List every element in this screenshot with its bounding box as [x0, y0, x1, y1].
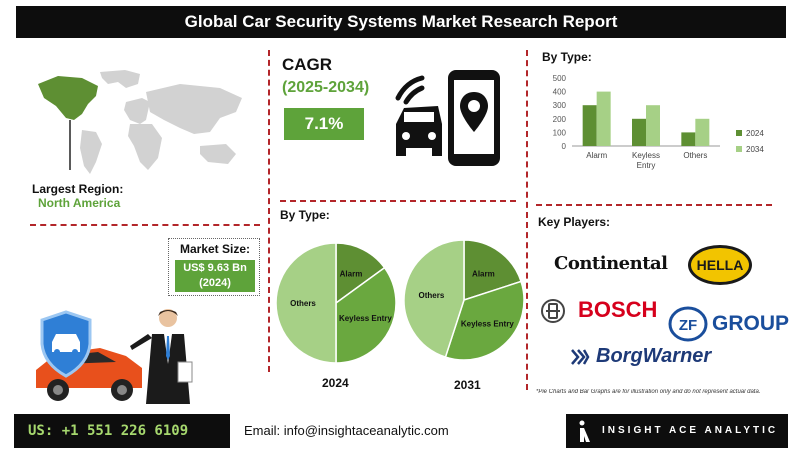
greenland-shape: [100, 70, 140, 88]
asia-shape: [146, 84, 242, 134]
car-phone-location-icon: [392, 68, 504, 168]
pie-slice-others: [275, 242, 337, 364]
bar-category-label: Entry: [637, 161, 656, 170]
pie-slice-label: Keyless Entry: [461, 319, 514, 328]
bar-2024-0: [582, 105, 597, 146]
south-america-shape: [80, 130, 102, 174]
bar-legend-label: 2034: [746, 145, 764, 154]
footnote: *Pie Charts and Bar Graphs are for illus…: [536, 389, 761, 395]
pie-year-2031: 2031: [454, 378, 481, 392]
pie-slice-label: Others: [290, 299, 316, 308]
pie-charts: Alarm Keyless Entry Others Alarm Keyless Ent…: [275, 239, 525, 364]
zf-mark-icon: ZF: [668, 306, 708, 347]
bar-category-label: Keyless: [632, 151, 660, 160]
divider-left-region: [30, 224, 260, 226]
zf-mark-text: ZF: [679, 317, 697, 334]
australia-shape: [200, 144, 236, 164]
europe-shape: [124, 98, 150, 124]
bar-legend-swatch: [736, 146, 742, 152]
divider-center: [280, 200, 516, 202]
bar-2034-2: [695, 118, 710, 146]
bar-chart-title: By Type:: [542, 50, 592, 64]
zf-group-logo: GROUP: [712, 312, 790, 335]
bar-y-tick: 0: [562, 142, 567, 151]
brand-logo-icon: [578, 420, 592, 447]
bar-2024-1: [632, 118, 646, 146]
largest-region-label: Largest Region:: [32, 182, 124, 196]
hella-logo: HELLA: [686, 243, 754, 292]
bar-y-tick: 200: [553, 115, 567, 124]
market-size-year: (2024): [199, 277, 231, 289]
bar-legend-swatch: [736, 130, 742, 136]
north-america-shape: [38, 76, 98, 120]
pie-slice-label: Alarm: [472, 269, 495, 278]
continental-logo: Continental: [554, 253, 668, 274]
world-map: [30, 62, 260, 180]
africa-shape: [128, 124, 162, 170]
bar-2034-0: [596, 91, 611, 146]
bar-legend-label: 2024: [746, 129, 764, 138]
footer-brand: INSIGHT ACE ANALYTIC: [566, 414, 788, 448]
bosch-logo: BOSCH: [578, 297, 658, 322]
market-size-label: Market Size:: [179, 242, 251, 256]
pie-slice-alarm: [463, 239, 523, 302]
market-size-amount: US$ 9.63 Bn: [183, 262, 247, 274]
bar-category-label: Others: [683, 151, 707, 160]
pie-section-title: By Type:: [280, 208, 330, 222]
footer-phone: US: +1 551 226 6109: [14, 414, 230, 448]
hella-logo-text: HELLA: [697, 257, 744, 273]
bar-y-tick: 500: [553, 74, 567, 83]
bar-2034-1: [646, 105, 660, 146]
divider-right: [526, 50, 528, 390]
bar-y-tick: 400: [553, 88, 567, 97]
pie-slice-label: Alarm: [340, 270, 363, 279]
bar-y-tick: 300: [553, 101, 567, 110]
bosch-mark-icon: [540, 298, 566, 329]
market-size-value: US$ 9.63 Bn (2024): [175, 260, 255, 292]
cagr-title: CAGR: [282, 55, 333, 74]
pie-slice-keyless-entry: [335, 266, 397, 364]
pie-slice-label: Keyless Entry: [339, 314, 392, 323]
largest-region-value: North America: [38, 196, 121, 210]
borgwarner-mark-icon: [570, 348, 590, 371]
pie-slice-label: Others: [419, 291, 445, 300]
footer-email: Email: info@insightaceanalytic.com: [236, 414, 566, 448]
security-car-illustration: [30, 308, 230, 412]
pie-slice-keyless-entry: [444, 280, 525, 361]
divider-left: [268, 50, 270, 372]
cagr-years: (2025-2034): [282, 79, 370, 96]
cagr-value: 7.1%: [284, 108, 364, 140]
borgwarner-logo: BorgWarner: [596, 345, 712, 367]
pie-slice-others: [403, 239, 465, 359]
divider-right-mid: [536, 204, 772, 206]
key-players-title: Key Players:: [538, 215, 611, 229]
bar-y-tick: 100: [553, 128, 567, 137]
pie-slice-alarm: [335, 242, 386, 305]
bar-2024-2: [681, 132, 696, 146]
report-title: Global Car Security Systems Market Resea…: [16, 6, 786, 38]
bar-category-label: Alarm: [586, 151, 607, 160]
market-size-box: Market Size: US$ 9.63 Bn (2024): [168, 238, 260, 296]
pie-year-2024: 2024: [322, 376, 349, 390]
